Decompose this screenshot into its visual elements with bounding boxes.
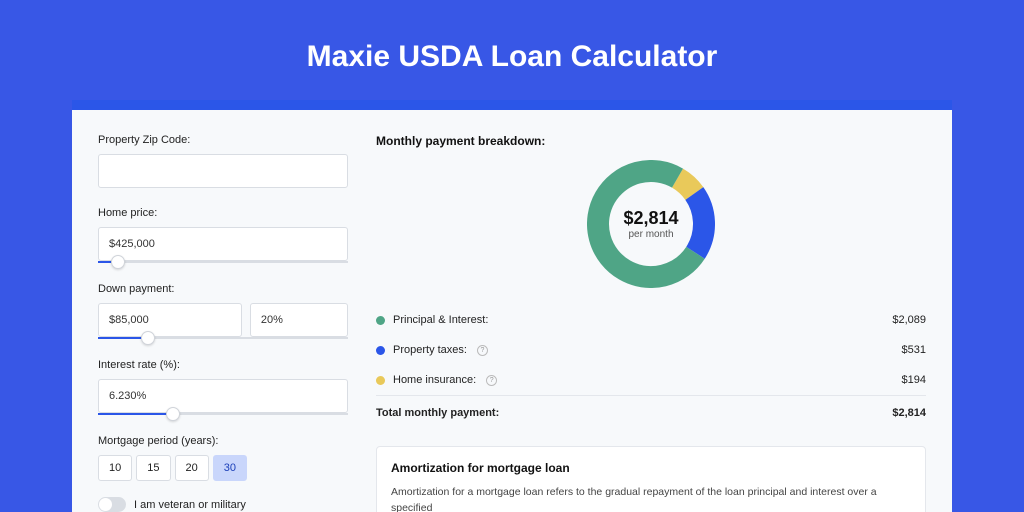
down-payment-slider[interactable]: [98, 337, 348, 339]
breakdown-column: Monthly payment breakdown: $2,814 per mo…: [376, 134, 926, 512]
legend-total-row: Total monthly payment: $2,814: [376, 395, 926, 428]
donut-chart: $2,814 per month: [587, 160, 715, 288]
legend-total-label: Total monthly payment:: [376, 407, 499, 419]
zip-input[interactable]: [98, 154, 348, 188]
legend-value: $194: [902, 374, 926, 386]
veteran-toggle[interactable]: [98, 497, 126, 512]
veteran-label: I am veteran or military: [134, 499, 246, 511]
mortgage-period-option-15[interactable]: 15: [136, 455, 170, 481]
zip-field-group: Property Zip Code:: [98, 134, 348, 188]
donut-center-sub: per month: [628, 229, 673, 240]
mortgage-period-label: Mortgage period (years):: [98, 435, 348, 447]
legend-dot: [376, 316, 385, 325]
legend-total-value: $2,814: [892, 407, 926, 419]
slider-thumb[interactable]: [111, 255, 125, 269]
page-background: Maxie USDA Loan Calculator Property Zip …: [0, 0, 1024, 512]
legend-value: $2,089: [892, 314, 926, 326]
down-payment-pct-input[interactable]: [250, 303, 348, 337]
veteran-toggle-row: I am veteran or military: [98, 497, 348, 512]
donut-center-amount: $2,814: [623, 208, 678, 229]
calculator-card: Property Zip Code: Home price: Down paym…: [72, 100, 952, 512]
home-price-field-group: Home price:: [98, 207, 348, 277]
info-icon[interactable]: ?: [477, 345, 488, 356]
mortgage-period-option-30[interactable]: 30: [213, 455, 247, 481]
legend-label: Property taxes:: [393, 344, 467, 356]
amortization-title: Amortization for mortgage loan: [391, 461, 911, 475]
mortgage-period-option-20[interactable]: 20: [175, 455, 209, 481]
donut-chart-wrap: $2,814 per month: [376, 160, 926, 288]
legend-label: Principal & Interest:: [393, 314, 488, 326]
mortgage-period-options: 10152030: [98, 455, 348, 481]
legend-row: Home insurance:? $194: [376, 365, 926, 395]
interest-rate-input[interactable]: [98, 379, 348, 413]
mortgage-period-field-group: Mortgage period (years): 10152030: [98, 435, 348, 497]
interest-rate-field-group: Interest rate (%):: [98, 359, 348, 429]
breakdown-title: Monthly payment breakdown:: [376, 134, 926, 148]
home-price-slider[interactable]: [98, 261, 348, 263]
legend-dot: [376, 346, 385, 355]
legend-label: Home insurance:: [393, 374, 476, 386]
page-title: Maxie USDA Loan Calculator: [307, 40, 718, 74]
legend-row: Principal & Interest: $2,089: [376, 305, 926, 335]
down-payment-field-group: Down payment:: [98, 283, 348, 353]
interest-rate-slider[interactable]: [98, 413, 348, 415]
home-price-input[interactable]: [98, 227, 348, 261]
home-price-label: Home price:: [98, 207, 348, 219]
info-icon[interactable]: ?: [486, 375, 497, 386]
legend-dot: [376, 376, 385, 385]
amortization-card: Amortization for mortgage loan Amortizat…: [376, 446, 926, 512]
mortgage-period-option-10[interactable]: 10: [98, 455, 132, 481]
down-payment-label: Down payment:: [98, 283, 348, 295]
down-payment-amount-input[interactable]: [98, 303, 242, 337]
interest-rate-label: Interest rate (%):: [98, 359, 348, 371]
form-column: Property Zip Code: Home price: Down paym…: [98, 134, 348, 512]
zip-label: Property Zip Code:: [98, 134, 348, 146]
donut-center: $2,814 per month: [587, 160, 715, 288]
legend-value: $531: [902, 344, 926, 356]
slider-thumb[interactable]: [166, 407, 180, 421]
amortization-text: Amortization for a mortgage loan refers …: [391, 485, 911, 512]
legend: Principal & Interest: $2,089 Property taxe…: [376, 304, 926, 428]
slider-thumb[interactable]: [141, 331, 155, 345]
legend-row: Property taxes:? $531: [376, 335, 926, 365]
